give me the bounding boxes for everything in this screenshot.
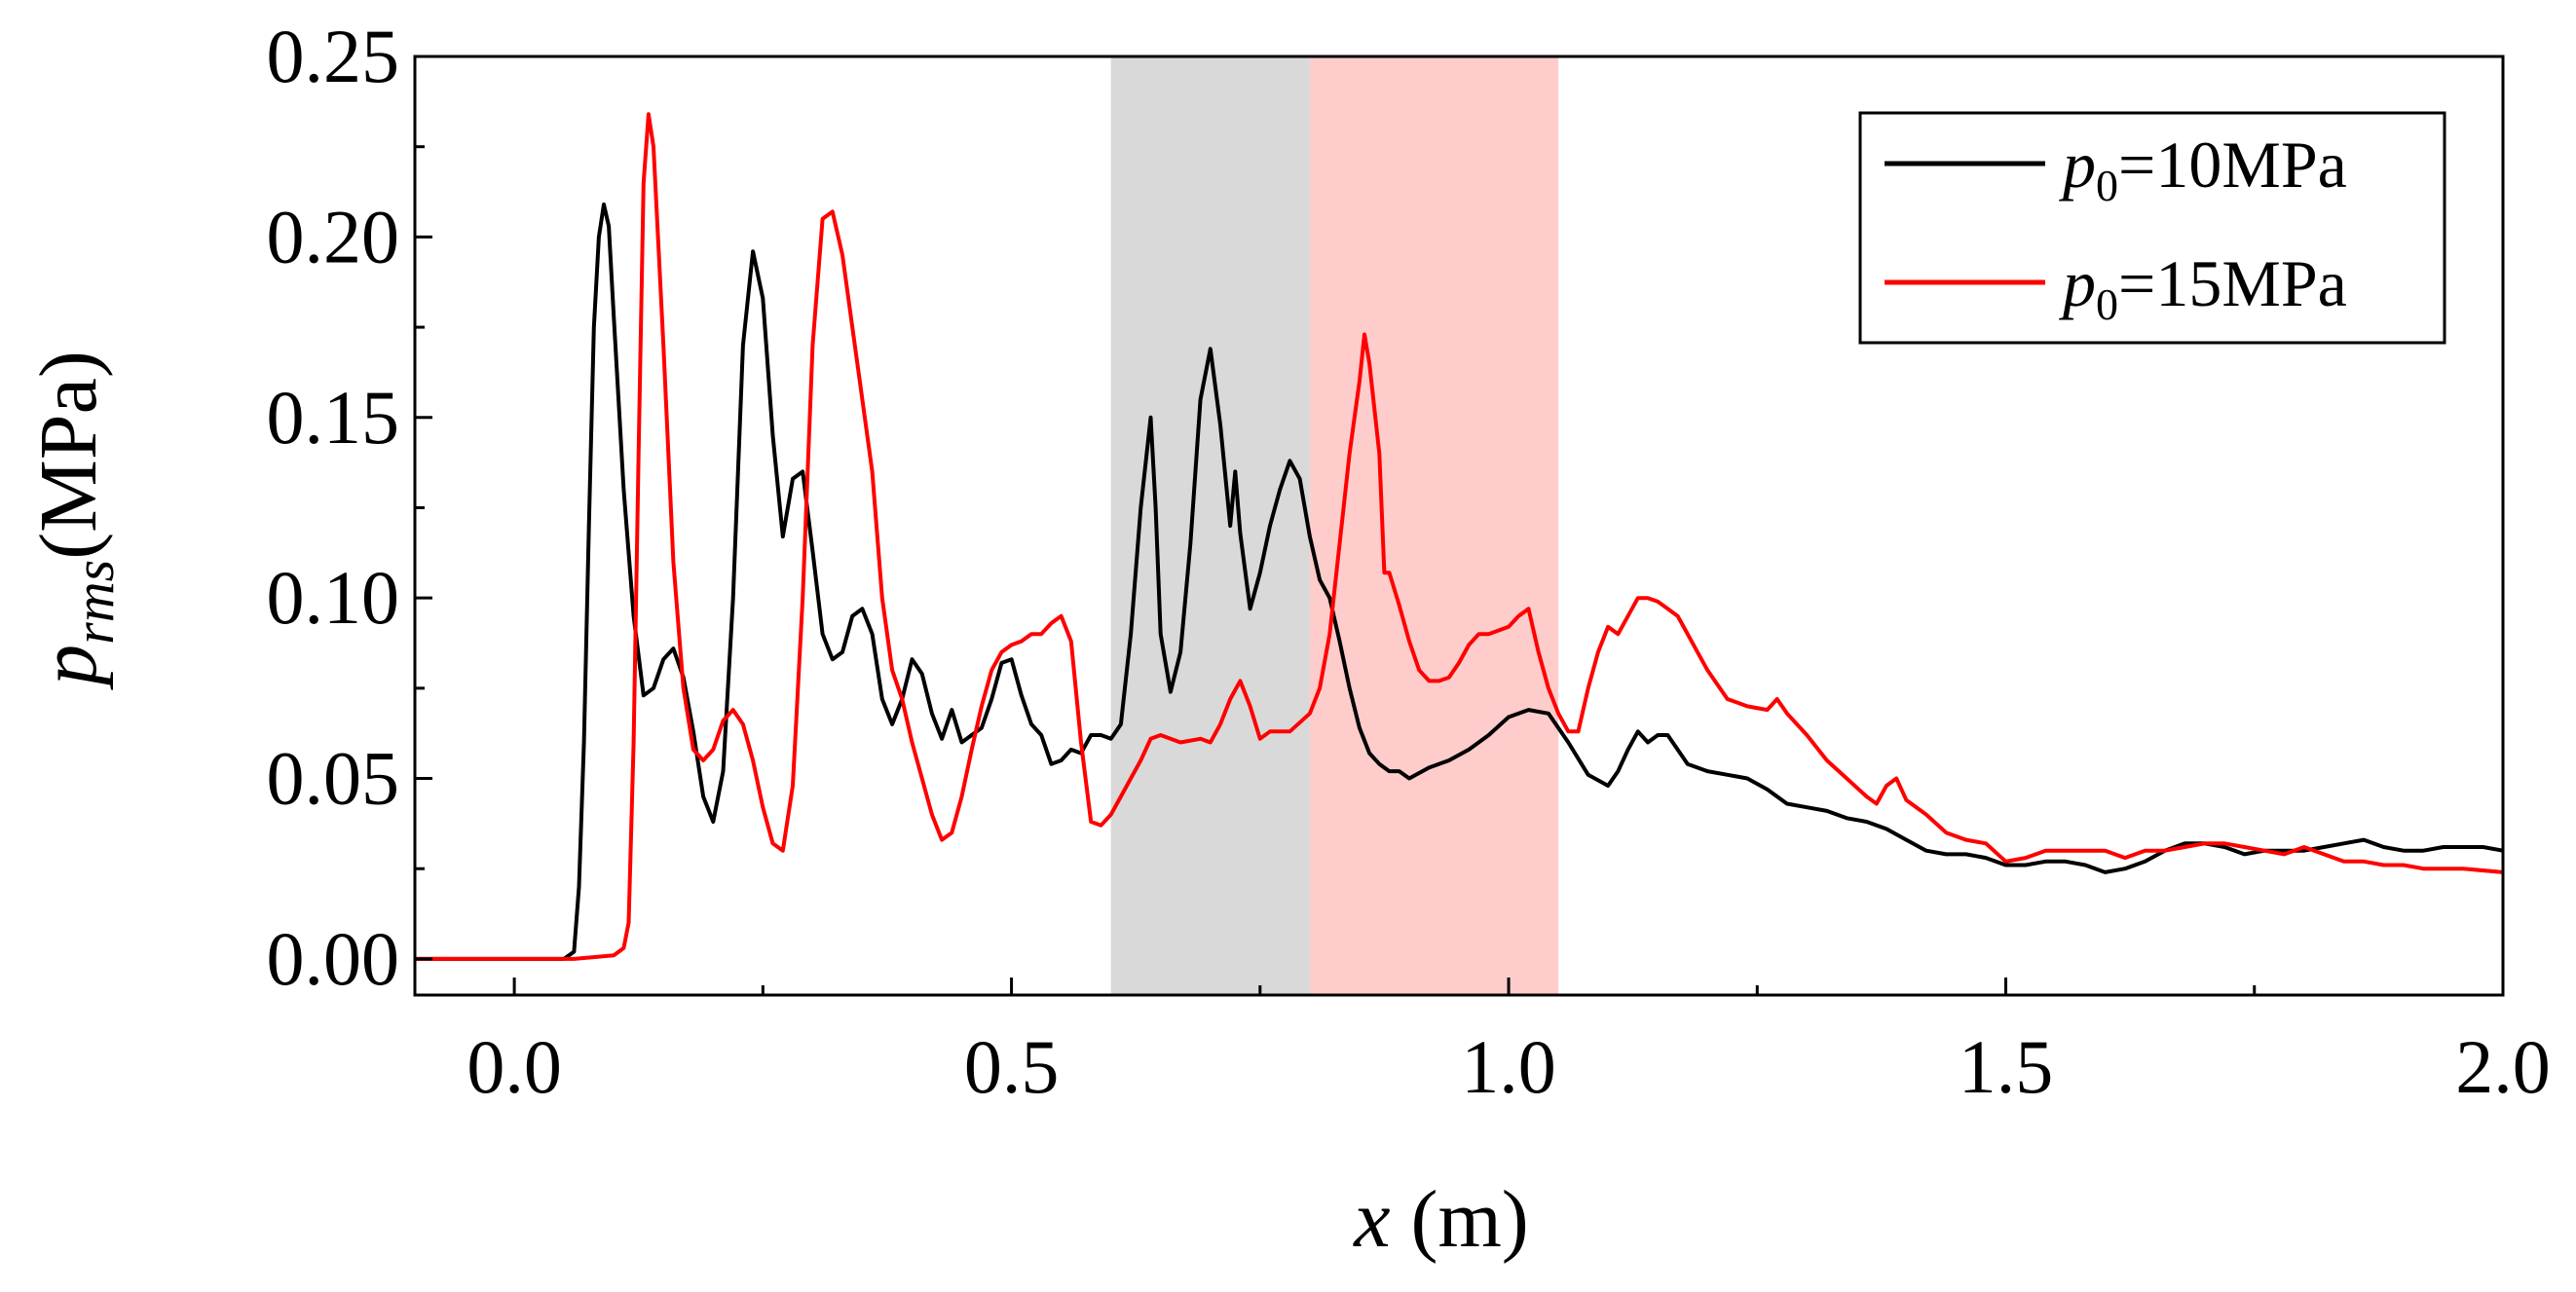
shaded-region-2 <box>1309 56 1559 995</box>
y-axis-subscript: rms <box>62 560 126 645</box>
legend-label-p0-15mpa: p0=15MPa <box>2059 246 2347 329</box>
shaded-region-1 <box>1110 56 1310 995</box>
y-axis-variable: p <box>23 645 114 690</box>
y-axis-title: prms(MPa) <box>23 351 126 690</box>
series-line-p0-10mpa <box>415 203 2504 961</box>
y-tick-label: 0.15 <box>267 375 400 460</box>
x-tick-label: 0.5 <box>964 1024 1060 1109</box>
x-tick-label: 1.5 <box>1959 1024 2054 1109</box>
x-tick-label: 0.0 <box>467 1024 562 1109</box>
x-axis: 0.0 0.5 1.0 1.5 2.0 <box>467 978 2551 1109</box>
series-lines <box>415 112 2504 961</box>
y-tick-label: 0.05 <box>267 736 400 821</box>
y-tick-label: 0.20 <box>267 194 400 278</box>
legend-label-p0-10mpa: p0=10MPa <box>2059 128 2347 210</box>
x-tick-label: 1.0 <box>1461 1024 1556 1109</box>
legend-box <box>1858 111 2446 345</box>
y-axis: 0.00 0.05 0.10 0.15 0.20 0.25 <box>267 14 432 1001</box>
series-line-p0-15mpa <box>415 112 2504 961</box>
shaded-regions <box>1110 56 1559 995</box>
x-axis-variable: x <box>1352 1174 1390 1265</box>
legend: p0=10MPa p0=15MPa <box>1858 111 2446 345</box>
y-tick-label: 0.10 <box>267 555 400 640</box>
y-axis-unit: (MPa) <box>23 351 114 560</box>
plot-frame <box>413 55 2505 997</box>
x-axis-title: x (m) <box>1352 1174 1529 1265</box>
x-tick-label: 2.0 <box>2455 1024 2551 1109</box>
x-axis-unit: (m) <box>1391 1174 1529 1265</box>
y-tick-label: 0.25 <box>267 14 400 98</box>
y-tick-label: 0.00 <box>267 916 400 1001</box>
